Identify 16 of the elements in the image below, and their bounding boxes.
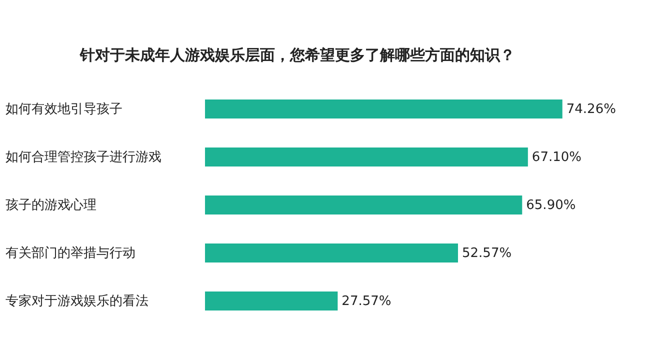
chart-title: 针对于未成年人游戏娱乐层面，您希望更多了解哪些方面的知识？: [79, 46, 515, 64]
data-label: 74.26%: [566, 102, 616, 117]
bar: [205, 196, 522, 214]
bar: [205, 148, 528, 166]
y-tick-label: 如何合理管控孩子进行游戏: [6, 150, 162, 165]
data-label: 27.57%: [342, 294, 392, 309]
bar: [205, 292, 338, 310]
y-tick-label: 如何有效地引导孩子: [6, 102, 122, 117]
bar: [205, 100, 562, 118]
y-tick-label: 孩子的游戏心理: [6, 197, 96, 213]
y-tick-label: 有关部门的举措与行动: [6, 245, 136, 261]
data-label: 67.10%: [532, 150, 582, 165]
data-label: 65.90%: [526, 198, 576, 213]
y-tick-label: 专家对于游戏娱乐的看法: [6, 293, 148, 309]
bar: [205, 244, 458, 262]
data-label: 52.57%: [462, 246, 512, 261]
